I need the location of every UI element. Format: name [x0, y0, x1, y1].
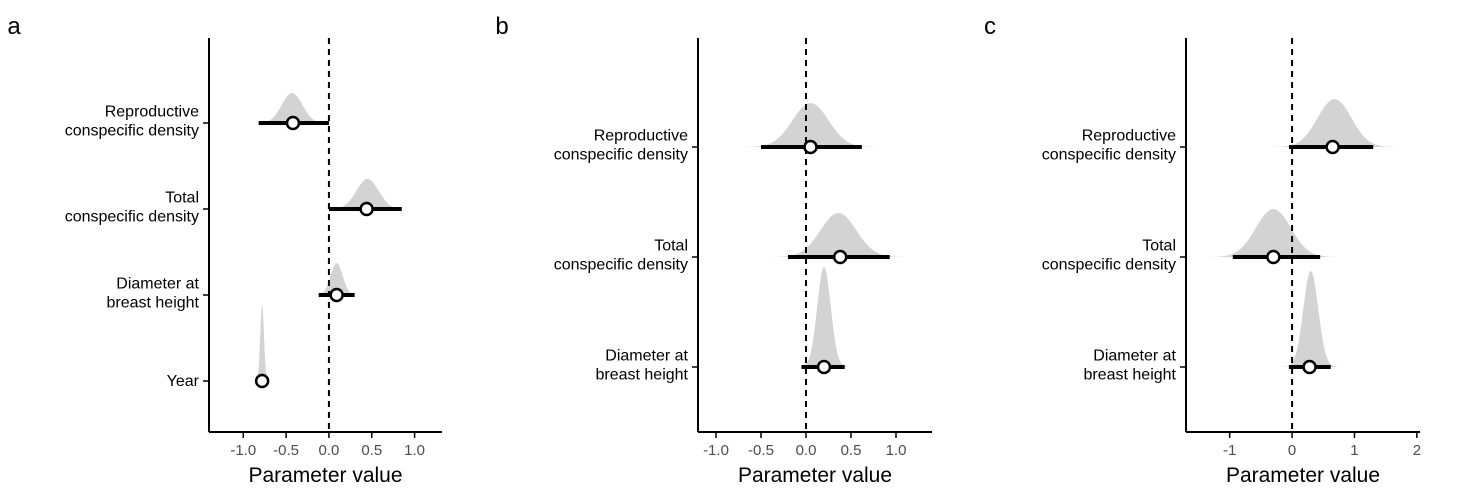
posterior-density — [254, 306, 270, 381]
category-label: Total conspecific density — [1042, 238, 1176, 274]
median-point — [832, 249, 848, 265]
x-tick-label: 0.5 — [361, 442, 382, 459]
category-label: Reproductive conspecific density — [554, 128, 688, 164]
median-point — [816, 359, 832, 375]
x-axis-title: Parameter value — [738, 464, 892, 487]
category-label: Diameter at breast height — [595, 348, 688, 384]
x-tick-label: 1.0 — [404, 442, 425, 459]
posterior-density — [1267, 99, 1402, 147]
category-label: Reproductive conspecific density — [65, 104, 199, 140]
category-label: Diameter at breast height — [106, 276, 199, 312]
panel-letter: b — [495, 13, 508, 40]
posterior-density — [312, 263, 361, 295]
x-tick-label: 1 — [1350, 442, 1358, 459]
x-tick-label: 0.0 — [796, 442, 817, 459]
median-point — [329, 287, 344, 303]
posterior-density — [1280, 271, 1341, 367]
median-point — [285, 115, 301, 131]
median-point — [1325, 139, 1340, 155]
x-tick-label: 0.5 — [841, 442, 862, 459]
x-axis-title: Parameter value — [248, 464, 402, 487]
x-tick-label: 1.0 — [886, 442, 907, 459]
x-tick-label: 0.0 — [318, 442, 339, 459]
median-point — [254, 373, 270, 389]
x-tick-label: -0.5 — [748, 442, 774, 459]
posterior-density — [738, 103, 883, 147]
posterior-density — [797, 267, 851, 367]
category-label: Diameter at breast height — [1083, 348, 1176, 384]
category-label: Year — [167, 373, 200, 390]
x-tick-label: -1 — [1223, 442, 1236, 459]
median-point — [1266, 249, 1281, 265]
x-tick-label: 2 — [1413, 442, 1421, 459]
posterior-density — [766, 213, 911, 257]
panel-c: c -1 0 1 2 Parameter value Reproductive conspec… — [984, 13, 1421, 487]
x-tick-label: -1.0 — [230, 442, 256, 459]
median-point — [1302, 359, 1317, 375]
x-tick-label: 0 — [1288, 442, 1296, 459]
median-point — [359, 201, 374, 217]
x-axis-title: Parameter value — [1226, 464, 1380, 487]
panel-letter: a — [7, 13, 21, 40]
panel-b: b -1.0 -0.5 0.0 0.5 1.0 Parameter value Reprodu… — [495, 13, 932, 487]
category-label: Reproductive conspecific density — [1042, 128, 1176, 164]
category-label: Total conspecific density — [65, 190, 199, 226]
posterior-density — [322, 179, 413, 209]
median-point — [803, 139, 818, 155]
x-tick-label: -0.5 — [273, 442, 299, 459]
posterior-density — [250, 93, 334, 123]
x-tick-label: -1.0 — [703, 442, 729, 459]
category-label: Total conspecific density — [554, 238, 688, 274]
posterior-density — [1203, 209, 1344, 257]
panel-letter: c — [984, 13, 996, 40]
